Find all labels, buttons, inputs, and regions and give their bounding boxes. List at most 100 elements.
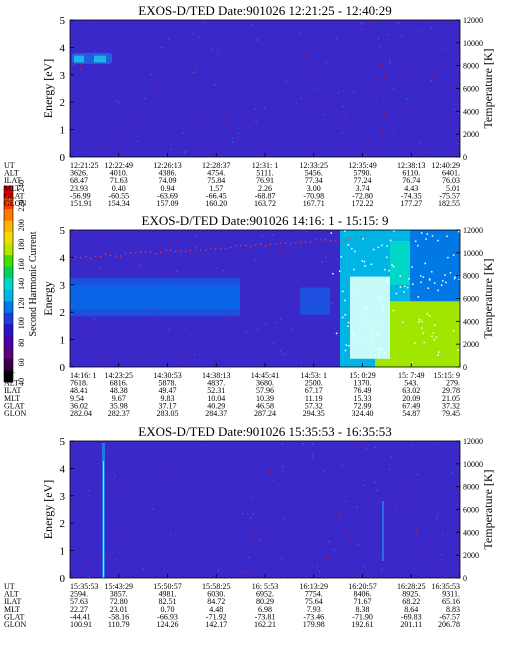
noise-dot [279,350,282,352]
noise-dot [409,501,411,504]
noise-dot [379,118,381,121]
noise-dot [204,115,206,118]
noise-dot [281,470,283,472]
noise-dot [363,550,366,553]
noise-dot [245,571,247,573]
temperature-trace [70,257,72,260]
noise-dot [345,500,347,503]
noise-dot [420,31,423,33]
table-cell: 6401. [442,169,460,178]
noise-dot [409,452,411,454]
noise-dot [99,267,101,269]
noise-dot [412,283,414,285]
noise-dot [415,459,417,461]
noise-dot [311,456,313,458]
noise-dot [422,111,424,113]
ion-blob [74,55,84,63]
noise-dot [227,80,229,83]
noise-dot [378,554,380,556]
y2-tick-label: 12000 [463,226,483,235]
noise-dot [384,268,386,271]
noise-dot [261,235,264,237]
noise-dot [442,280,444,282]
y-tick-label: 1 [60,546,66,558]
noise-dot [84,337,86,339]
colorbar-swatch [4,186,13,199]
table-cell: -63.69 [157,191,178,200]
noise-dot [322,568,325,570]
noise-dot [125,486,127,488]
noise-dot [432,570,435,572]
noise-dot [92,23,94,25]
noise-dot [381,568,383,571]
noise-dot [293,570,295,572]
table-cell: 10.04 [207,394,225,403]
y2-tick-label: 12000 [463,16,483,25]
noise-dot [184,573,187,576]
noise-dot [419,275,422,277]
noise-dot [346,50,348,53]
table-cell: 154.34 [108,199,130,208]
table-cell: 2500. [305,379,323,388]
table-cell: 4754. [207,169,225,178]
noise-dot [430,80,432,82]
noise-dot [217,50,219,52]
temperature-trace [75,256,77,258]
noise-dot [422,332,424,334]
temperature-trace [240,245,242,247]
noise-dot [208,562,210,565]
table-row-label: UT [4,371,15,380]
noise-dot [165,475,167,477]
noise-dot [227,318,230,320]
noise-dot [363,260,366,263]
noise-dot [367,325,369,327]
y2-tick-label: 2000 [463,340,479,349]
noise-dot [222,33,224,35]
noise-dot [350,537,352,540]
noise-dot [377,38,380,40]
noise-dot [142,236,145,238]
noise-dot [356,506,358,508]
noise-dot [134,41,137,43]
noise-dot [420,232,423,234]
table-row-label: ALT [4,379,19,388]
table-cell: 57.63 [70,597,88,606]
table-cell: 157.09 [157,199,179,208]
noise-dot [209,78,211,80]
noise-dot [397,513,399,515]
table-cell: -66.93 [157,612,178,621]
noise-dot [246,513,249,515]
colorbar-swatch [4,289,13,302]
y2-tick-label: 8000 [463,272,479,281]
noise-dot [331,302,333,305]
table-cell: 0.70 [161,605,175,614]
noise-dot [351,247,353,250]
table-cell: 72.80 [110,597,128,606]
noise-dot [330,232,333,234]
x-tick-label: 14:38:13 [202,371,230,380]
noise-dot [311,495,313,497]
noise-dot [195,236,198,238]
temperature-trace [135,251,137,254]
noise-dot [435,547,437,550]
noise-dot [237,132,240,134]
noise-dot [258,145,260,147]
table-cell: -44.41 [70,612,91,621]
table-row-label: ILAT [4,597,21,606]
noise-dot [88,490,90,492]
noise-dot [154,317,156,319]
noise-dot [273,42,275,44]
table-row-label: UT [4,582,15,591]
noise-dot [89,576,91,578]
noise-dot [169,533,172,535]
noise-dot [106,452,108,454]
noise-dot [118,101,120,103]
noise-dot [333,549,335,551]
temperature-trace [100,255,102,257]
noise-dot [455,455,457,458]
table-cell: 5790. [354,169,372,178]
noise-dot [216,267,218,269]
noise-dot [82,151,84,153]
colorbar-tick-label: 100 [17,317,26,329]
noise-dot [270,471,272,474]
